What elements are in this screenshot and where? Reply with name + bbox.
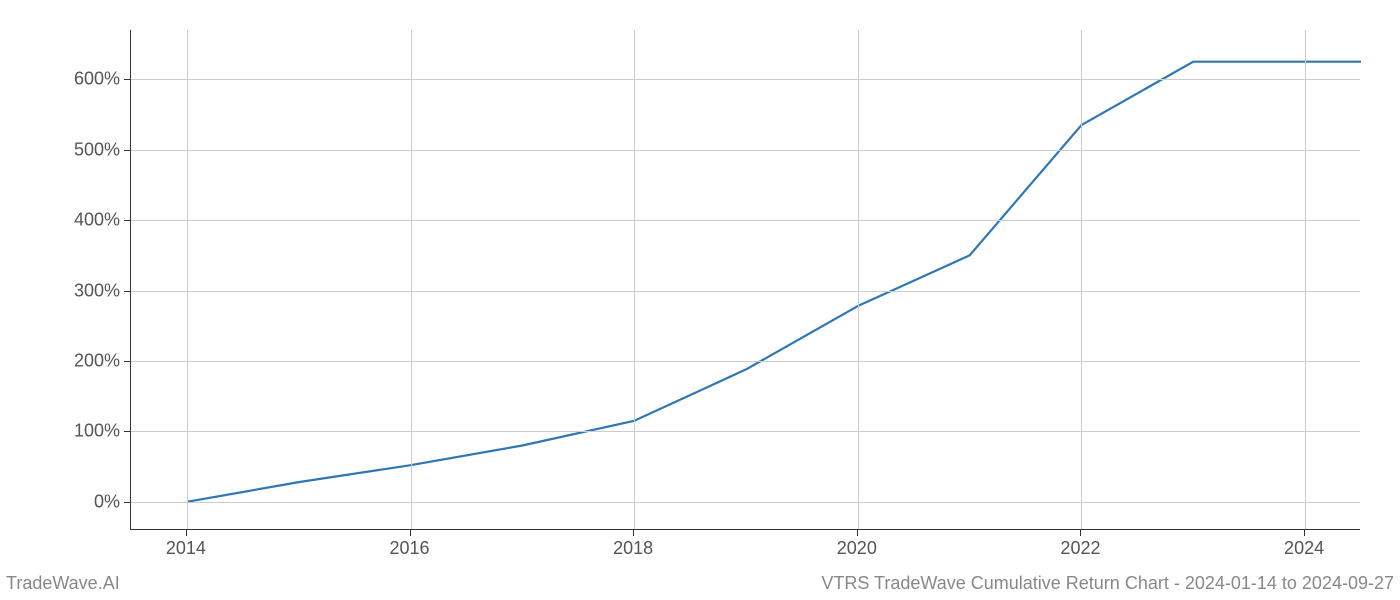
y-tick-mark (124, 220, 130, 221)
x-tick-label: 2022 (1060, 538, 1100, 559)
y-tick-label: 200% (70, 350, 120, 371)
footer-left-label: TradeWave.AI (6, 573, 120, 594)
y-tick-mark (124, 79, 130, 80)
grid-line-vertical (858, 30, 859, 529)
x-tick-mark (1304, 530, 1305, 536)
line-series (131, 30, 1361, 530)
y-tick-label: 600% (70, 69, 120, 90)
y-tick-label: 300% (70, 280, 120, 301)
x-tick-label: 2020 (837, 538, 877, 559)
footer-right-label: VTRS TradeWave Cumulative Return Chart -… (821, 573, 1394, 594)
grid-line-horizontal (131, 431, 1360, 432)
chart-container: TradeWave.AI VTRS TradeWave Cumulative R… (0, 0, 1400, 600)
y-tick-mark (124, 150, 130, 151)
y-tick-label: 100% (70, 421, 120, 442)
y-tick-mark (124, 502, 130, 503)
grid-line-horizontal (131, 150, 1360, 151)
x-tick-mark (410, 530, 411, 536)
y-tick-label: 0% (70, 491, 120, 512)
y-tick-label: 500% (70, 139, 120, 160)
grid-line-vertical (1081, 30, 1082, 529)
cumulative-return-line (187, 62, 1361, 502)
y-tick-mark (124, 291, 130, 292)
grid-line-horizontal (131, 220, 1360, 221)
x-tick-label: 2018 (613, 538, 653, 559)
y-tick-label: 400% (70, 210, 120, 231)
grid-line-horizontal (131, 361, 1360, 362)
x-tick-label: 2016 (390, 538, 430, 559)
grid-line-horizontal (131, 291, 1360, 292)
x-tick-label: 2014 (166, 538, 206, 559)
x-tick-mark (857, 530, 858, 536)
x-tick-mark (186, 530, 187, 536)
y-tick-mark (124, 361, 130, 362)
x-tick-mark (633, 530, 634, 536)
x-tick-mark (1080, 530, 1081, 536)
plot-area (130, 30, 1360, 530)
grid-line-horizontal (131, 79, 1360, 80)
y-tick-mark (124, 431, 130, 432)
grid-line-vertical (187, 30, 188, 529)
grid-line-vertical (411, 30, 412, 529)
grid-line-horizontal (131, 502, 1360, 503)
grid-line-vertical (1305, 30, 1306, 529)
grid-line-vertical (634, 30, 635, 529)
x-tick-label: 2024 (1284, 538, 1324, 559)
